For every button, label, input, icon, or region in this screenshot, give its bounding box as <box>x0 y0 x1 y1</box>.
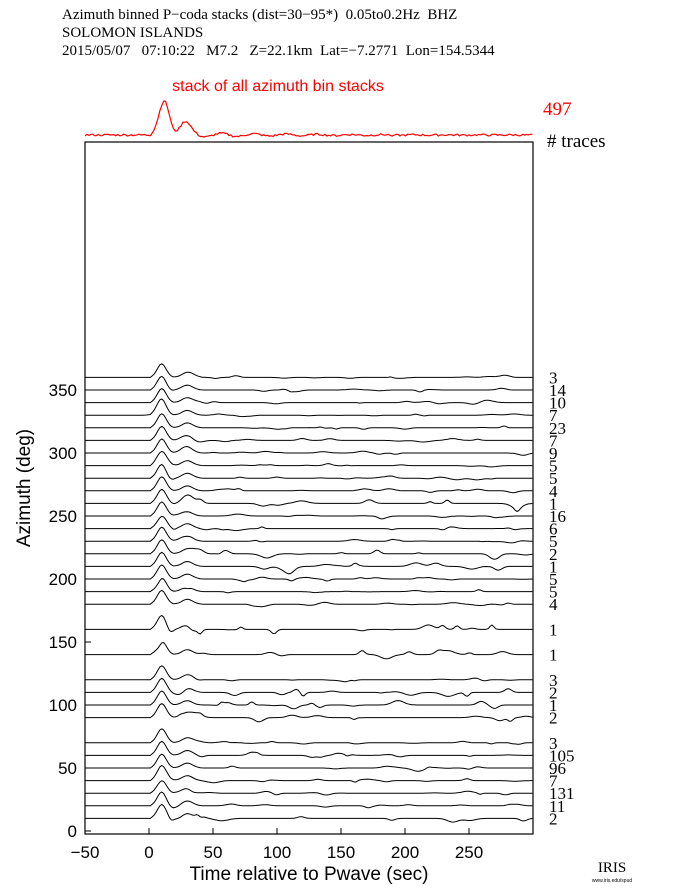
trace-count-label: 2 <box>549 683 558 702</box>
trace-line <box>85 388 533 405</box>
trace-count-label: 1 <box>549 494 558 513</box>
trace-count-label: 6 <box>549 520 558 539</box>
y-tick-label: 0 <box>68 822 77 841</box>
trace-line <box>85 753 533 772</box>
trace-line <box>85 764 533 784</box>
trace-count-label: 9 <box>549 444 558 463</box>
y-tick-label: 100 <box>49 696 77 715</box>
trace-count-label: 3 <box>549 734 558 753</box>
trace-line <box>85 398 533 418</box>
trace-count-label: 2 <box>549 545 558 564</box>
trace-line <box>85 375 533 393</box>
trace-count-label: 5 <box>549 469 558 488</box>
trace-count-label: 16 <box>549 507 566 526</box>
trace-count-labels: 3141072379554116652155411321231059671311… <box>549 368 575 828</box>
trace-line <box>85 463 533 481</box>
x-tick-label: −50 <box>71 843 100 862</box>
summary-stack-trace <box>84 100 533 138</box>
trace-line <box>85 803 533 823</box>
x-tick-label: 100 <box>263 843 291 862</box>
trace-line <box>85 551 533 575</box>
trace-count-label: 11 <box>549 797 565 816</box>
logo-text: IRIS <box>598 860 626 876</box>
summary-title: stack of all azimuth bin stacks <box>172 78 384 95</box>
x-tick-label: 50 <box>204 843 223 862</box>
trace-line <box>85 614 533 635</box>
trace-count-label: 5 <box>549 532 558 551</box>
trace-line <box>85 413 533 430</box>
trace-line <box>85 476 533 494</box>
x-tick-label: 200 <box>391 843 419 862</box>
y-tick-label: 350 <box>49 381 77 400</box>
trace-count-label: 5 <box>549 570 558 589</box>
trace-count-label: 131 <box>549 784 575 803</box>
trace-count-label: 1 <box>549 557 558 576</box>
trace-count-label: 2 <box>549 809 558 828</box>
trace-line <box>85 589 533 608</box>
y-tick-label: 250 <box>49 507 77 526</box>
y-tick-label: 200 <box>49 570 77 589</box>
trace-line <box>85 791 533 809</box>
trace-line <box>85 780 533 796</box>
trace-count-label: 4 <box>549 482 558 501</box>
trace-count-label: 2 <box>549 709 558 728</box>
trace-line <box>85 728 533 745</box>
trace-line <box>85 450 533 468</box>
trace-count-label: 14 <box>549 381 567 400</box>
header-line-1: Azimuth binned P−coda stacks (dist=30−95… <box>62 7 458 23</box>
trace-line <box>85 564 533 583</box>
trace-line <box>85 501 533 520</box>
logo-subtext: www.iris.edu/spud <box>592 878 633 884</box>
trace-count-label: 3 <box>549 368 558 387</box>
trace-line <box>85 740 533 758</box>
iris-logo: IRIS www.iris.edu/spud <box>592 860 633 884</box>
trace-line <box>85 677 533 697</box>
x-axis-ticks: −50 0 50 100 150 200 250 <box>71 828 483 862</box>
trace-line <box>85 539 533 560</box>
x-tick-label: 150 <box>327 843 355 862</box>
y-tick-label: 150 <box>49 633 77 652</box>
trace-line <box>85 577 533 594</box>
trace-line <box>85 425 533 443</box>
trace-count-label: 1 <box>549 696 558 715</box>
trace-count-label: 7 <box>549 772 558 791</box>
trace-count-label: 96 <box>549 759 566 778</box>
header-line-3: 2015/05/07 07:10:22 M7.2 Z=22.1km Lat=−7… <box>62 43 495 59</box>
trace-count-label: 4 <box>549 595 558 614</box>
trace-line <box>85 438 533 456</box>
trace-count-label: 105 <box>549 746 575 765</box>
y-tick-label: 50 <box>58 759 77 778</box>
trace-count-label: 3 <box>549 671 558 690</box>
trace-line <box>85 642 533 660</box>
x-tick-label: 0 <box>144 843 153 862</box>
trace-line <box>85 665 533 683</box>
summary-trace-count: 497 <box>543 99 572 120</box>
trace-count-label: 7 <box>549 406 558 425</box>
x-tick-label: 250 <box>455 843 483 862</box>
trace-count-label: 7 <box>549 431 558 450</box>
trace-count-label: 1 <box>549 620 558 639</box>
trace-count-label: 1 <box>549 646 558 665</box>
trace-count-label: 5 <box>549 583 558 602</box>
trace-group <box>85 363 533 823</box>
y-axis-ticks: 0 50 100 150 200 250 300 350 <box>49 381 91 841</box>
trace-count-header: # traces <box>547 131 606 152</box>
y-axis-label: Azimuth (deg) <box>14 429 35 547</box>
trace-line <box>85 488 533 513</box>
header-line-2: SOLOMON ISLANDS <box>62 25 204 41</box>
x-axis-label: Time relative to Pwave (sec) <box>190 864 429 885</box>
trace-count-label: 23 <box>549 419 566 438</box>
trace-count-label: 5 <box>549 457 558 476</box>
trace-line <box>85 703 533 723</box>
y-tick-label: 300 <box>49 444 77 463</box>
trace-line <box>85 363 533 380</box>
trace-line <box>85 690 533 710</box>
plot-frame <box>84 141 534 835</box>
trace-line <box>85 515 533 532</box>
trace-count-label: 10 <box>549 394 566 413</box>
trace-line <box>85 526 533 544</box>
